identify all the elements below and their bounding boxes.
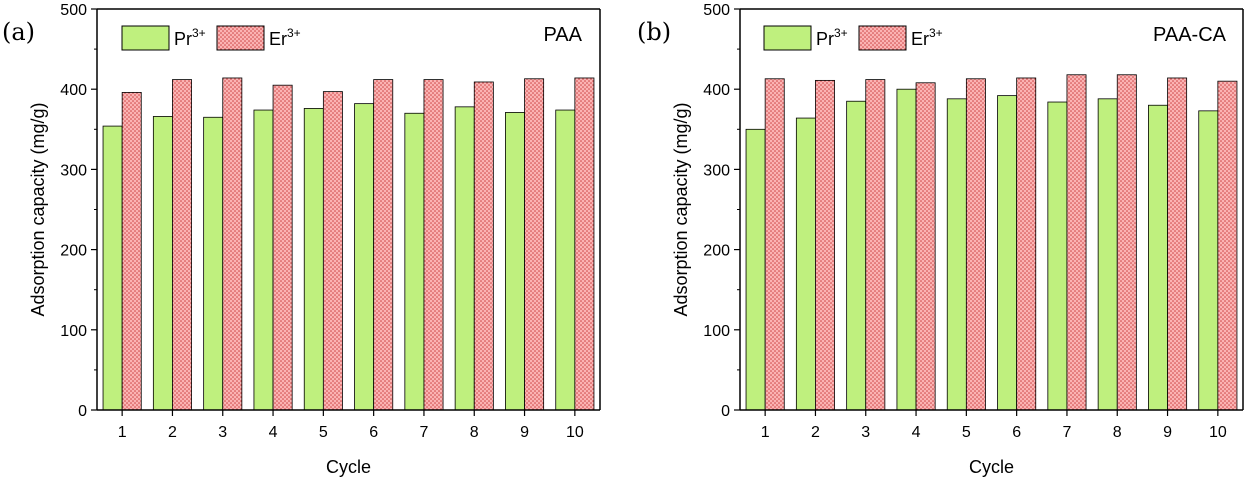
bar-pr-cycle-10: [555, 109, 576, 411]
bar-er-cycle-8: [1116, 74, 1137, 411]
legend-ion-name: Er: [269, 29, 287, 49]
bar-er-cycle-10: [1217, 80, 1238, 411]
x-axis-title: Cycle: [969, 457, 1014, 477]
bar-pr-cycle-9: [1148, 104, 1168, 411]
bar-er-cycle-2: [815, 79, 835, 411]
bar-er-cycle-3: [222, 77, 243, 411]
bar-er-cycle-4: [915, 82, 936, 411]
y-tick-label: 400: [60, 82, 87, 99]
y-tick-label: 500: [703, 2, 730, 19]
bar-pr-cycle-6: [997, 95, 1018, 411]
bar-er-cycle-2: [172, 79, 192, 411]
bar-er-cycle-4: [272, 84, 293, 411]
bar-pr-cycle-2: [795, 117, 816, 411]
legend-ion-name: Er: [911, 29, 929, 49]
x-tick-label: 10: [566, 424, 584, 441]
x-tick-label: 8: [470, 424, 479, 441]
legend-label-pr: Pr3+: [816, 26, 848, 49]
y-tick-label: 0: [721, 403, 730, 420]
legend-label-pr: Pr3+: [174, 26, 206, 49]
bar-pr-cycle-4: [253, 109, 274, 411]
legend-ion-name: Pr: [174, 29, 192, 49]
bar-er-cycle-6: [1016, 77, 1037, 411]
bar-pr-cycle-9: [505, 112, 525, 411]
x-tick-label: 7: [1062, 424, 1071, 441]
bar-pr-cycle-4: [896, 88, 917, 411]
panel-title: PAA: [543, 24, 582, 46]
x-tick-label: 4: [269, 424, 278, 441]
bar-pr-cycle-8: [1097, 98, 1118, 411]
legend-ion-charge: 3+: [287, 26, 301, 40]
y-tick-label: 200: [703, 243, 730, 260]
x-tick-label: 3: [218, 424, 227, 441]
legend-swatch-er: [216, 25, 265, 51]
bar-pr-cycle-7: [404, 112, 425, 411]
x-tick-label: 6: [1012, 424, 1021, 441]
x-tick-label: 7: [419, 424, 428, 441]
x-tick-label: 1: [761, 424, 770, 441]
bar-er-cycle-5: [322, 91, 343, 411]
legend-label-er: Er3+: [269, 26, 301, 49]
x-tick-label: 8: [1113, 424, 1122, 441]
bar-pr-cycle-3: [846, 100, 867, 411]
bar-er-cycle-9: [524, 78, 545, 411]
y-axis-title: Adsorption capacity (mg/g): [28, 102, 48, 316]
bar-er-cycle-7: [1066, 74, 1087, 411]
y-axis-title: Adsorption capacity (mg/g): [671, 102, 691, 316]
bar-er-cycle-5: [965, 78, 986, 411]
bar-pr-cycle-5: [946, 98, 967, 411]
x-tick-label: 2: [168, 424, 177, 441]
legend-swatch-pr: [763, 25, 812, 51]
legend-swatch-pr: [121, 25, 170, 51]
x-axis-title: Cycle: [326, 457, 371, 477]
legend-ion-charge: 3+: [192, 26, 206, 40]
bar-er-cycle-1: [764, 78, 785, 411]
chart-panel-b: 0 100 200 300 400 500 1 2 3 4 5 6 7 8 9 10 Cycle Adsorpti…: [637, 2, 1244, 477]
bar-pr-cycle-10: [1198, 110, 1219, 411]
x-tick-label: 9: [520, 424, 529, 441]
x-tick-label: 5: [962, 424, 971, 441]
bar-pr-cycle-5: [303, 108, 324, 411]
y-tick-label: 100: [60, 323, 87, 340]
bar-pr-cycle-6: [354, 103, 375, 411]
bar-pr-cycle-3: [203, 116, 224, 411]
legend-swatch-er: [858, 25, 907, 51]
bar-pr-cycle-1: [102, 125, 123, 411]
x-tick-label: 2: [811, 424, 820, 441]
x-tick-label: 4: [912, 424, 921, 441]
x-tick-label: 3: [861, 424, 870, 441]
x-tick-label: 6: [369, 424, 378, 441]
legend-ion-name: Pr: [816, 29, 834, 49]
bar-pr-cycle-2: [152, 116, 173, 411]
panel-label: (b): [637, 18, 671, 46]
bar-er-cycle-10: [574, 77, 595, 411]
y-tick-label: 200: [60, 243, 87, 260]
bar-er-cycle-9: [1167, 77, 1188, 411]
bar-er-cycle-3: [865, 79, 886, 411]
y-tick-label: 400: [703, 82, 730, 99]
y-tick-label: 100: [703, 323, 730, 340]
bar-pr-cycle-7: [1047, 101, 1068, 411]
x-tick-label: 10: [1209, 424, 1227, 441]
bar-er-cycle-1: [121, 92, 142, 411]
y-tick-label: 300: [703, 162, 730, 179]
legend-ion-charge: 3+: [929, 26, 943, 40]
bar-er-cycle-7: [423, 79, 444, 411]
y-tick-label: 300: [60, 162, 87, 179]
y-tick-label: 500: [60, 2, 87, 19]
bar-pr-cycle-1: [745, 128, 766, 411]
bar-er-cycle-8: [473, 81, 494, 411]
chart-panel-a: 0 100 200 300 400 500 1 2 3 4 5 6 7 8 9 10 Cycle Adsorpti…: [2, 2, 601, 477]
legend-ion-charge: 3+: [834, 26, 848, 40]
bar-pr-cycle-8: [454, 106, 475, 411]
y-tick-label: 0: [78, 403, 87, 420]
panel-title: PAA-CA: [1153, 24, 1227, 46]
bar-er-cycle-6: [373, 79, 394, 411]
x-tick-label: 9: [1163, 424, 1172, 441]
x-tick-label: 5: [319, 424, 328, 441]
panel-label: (a): [2, 18, 35, 46]
legend-label-er: Er3+: [911, 26, 943, 49]
x-tick-label: 1: [118, 424, 127, 441]
